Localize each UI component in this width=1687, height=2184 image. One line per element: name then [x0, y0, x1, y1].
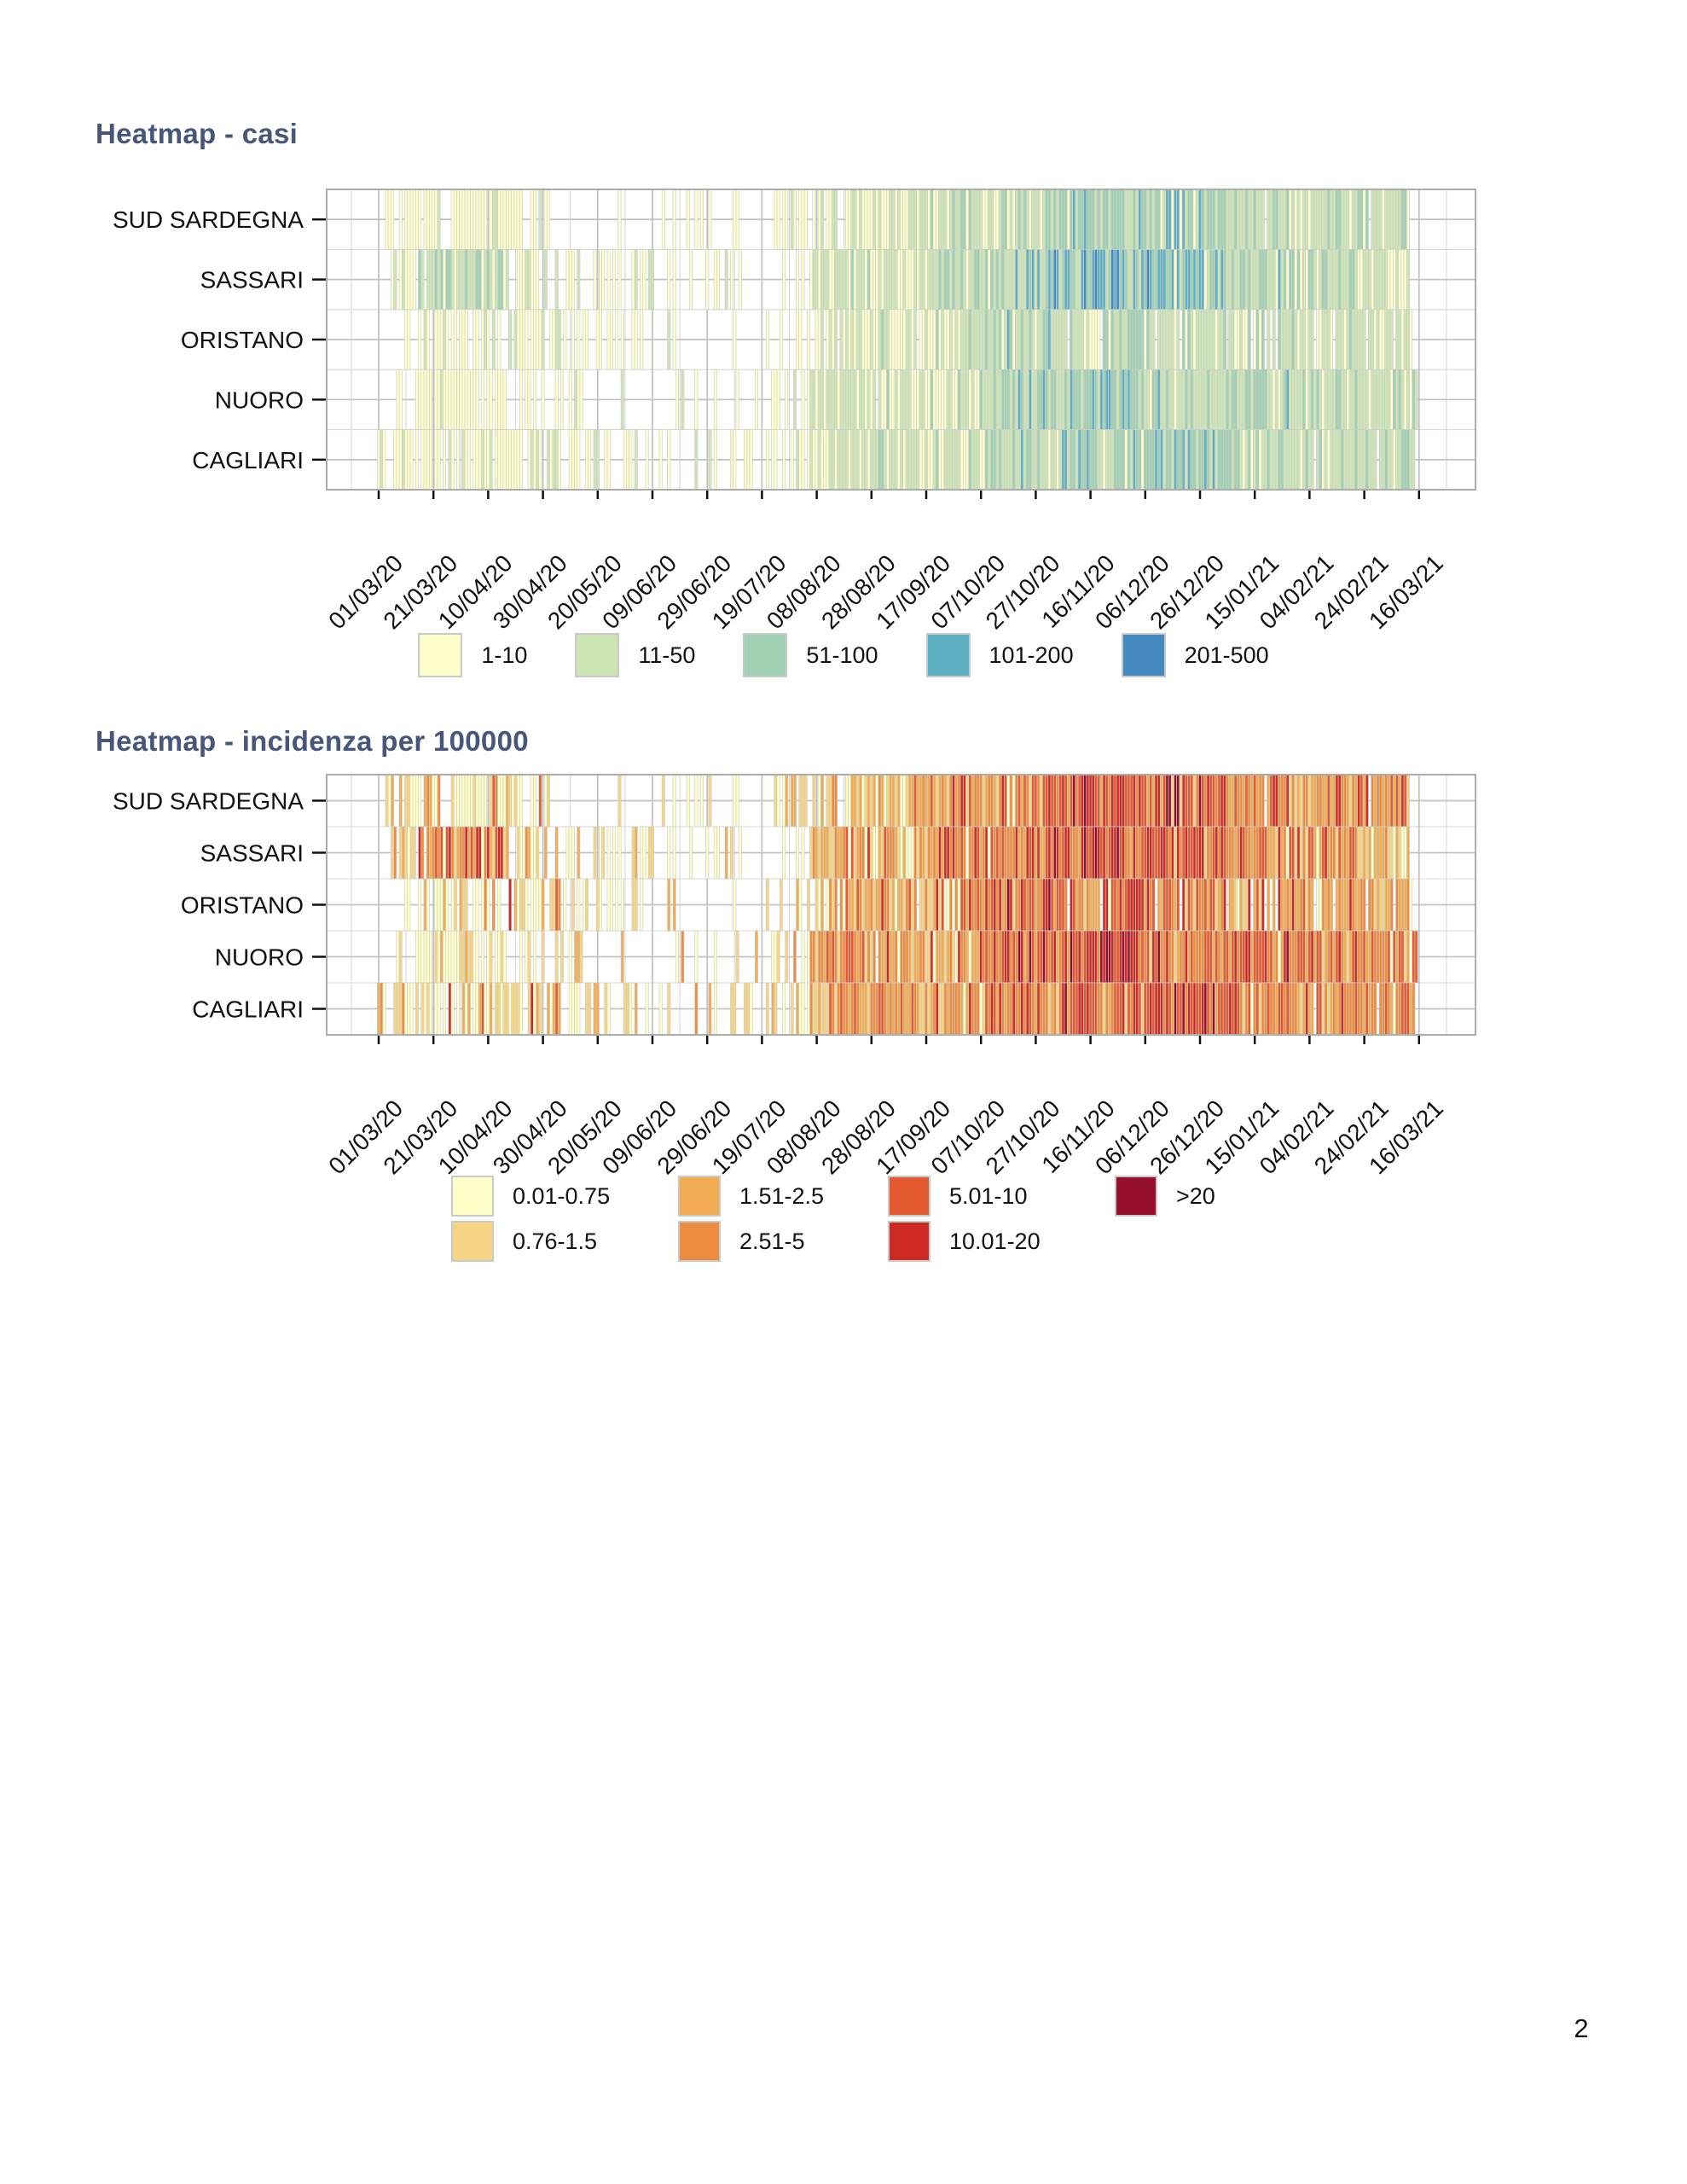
legend-label: 11-50	[638, 642, 696, 668]
chart-title-casi: Heatmap - casi	[96, 118, 299, 149]
chart-title-incidenza: Heatmap - incidenza per 100000	[96, 725, 529, 757]
legend-column: 5.01-10 10.01-20	[888, 1176, 1077, 1262]
panel-frame-1	[326, 774, 1476, 1036]
legend-swatch	[743, 633, 788, 677]
y-axis-label: ORISTANO	[181, 892, 304, 919]
legend-label: 201-500	[1184, 642, 1269, 668]
legend-column: >20	[1115, 1176, 1236, 1217]
legend-swatch	[1121, 633, 1166, 677]
y-axis-label: SUD SARDEGNA	[113, 206, 304, 233]
legend-label: 10.01-20	[949, 1228, 1041, 1254]
y-axis-label: CAGLIARI	[192, 996, 304, 1023]
legend-item: >20	[1115, 1176, 1236, 1217]
legend-swatch	[451, 1221, 494, 1262]
legend-swatch	[888, 1176, 930, 1217]
legend-item: 11-50	[575, 633, 695, 677]
legend-label: 2.51-5	[739, 1228, 805, 1254]
legend-item: 10.01-20	[888, 1221, 1077, 1262]
legend-item: 51-100	[743, 633, 878, 677]
legend-label: 0.76-1.5	[513, 1228, 598, 1254]
legend-item: 101-200	[925, 633, 1074, 677]
legend-item: 0.01-0.75	[451, 1176, 641, 1217]
legend-label: 1-10	[481, 642, 528, 668]
legend-column: 0.01-0.75 0.76-1.5	[451, 1176, 641, 1262]
page-number: 2	[1574, 2013, 1589, 2043]
legend-column: 1.51-2.5 2.51-5	[678, 1176, 850, 1262]
legend-swatch	[575, 633, 620, 677]
legend-casi: 1-10 11-50 51-100 101-200 201-500	[0, 633, 1687, 677]
legend-item: 201-500	[1121, 633, 1269, 677]
legend-item: 1.51-2.5	[678, 1176, 850, 1217]
legend-incidenza: 0.01-0.75 0.76-1.5 1.51-2.5 2.51-5 5.01-10 10…	[0, 1176, 1687, 1262]
panel-frame-0	[326, 189, 1476, 491]
legend-item: 5.01-10	[888, 1176, 1077, 1217]
legend-item: 0.76-1.5	[451, 1221, 641, 1262]
y-axis-label: SASSARI	[200, 267, 304, 293]
legend-swatch	[678, 1221, 721, 1262]
legend-swatch	[1115, 1176, 1157, 1217]
y-axis-label: SASSARI	[200, 840, 304, 867]
y-axis-label: CAGLIARI	[192, 447, 304, 473]
legend-item: 1-10	[418, 633, 527, 677]
y-axis-label: SUD SARDEGNA	[113, 788, 304, 815]
heatmap-tiles-1	[377, 774, 1418, 1036]
legend-label: 0.01-0.75	[513, 1182, 611, 1209]
heatmap-tiles-0	[377, 189, 1418, 491]
legend-label: 1.51-2.5	[739, 1182, 825, 1209]
legend-label: 51-100	[806, 642, 878, 668]
y-axis-label: NUORO	[215, 944, 304, 971]
legend-label: 101-200	[988, 642, 1074, 668]
y-axis-label: NUORO	[215, 386, 304, 413]
legend-swatch	[678, 1176, 721, 1217]
legend-label: >20	[1176, 1182, 1215, 1209]
legend-swatch	[418, 633, 463, 677]
legend-swatch	[888, 1221, 930, 1262]
legend-label: 5.01-10	[949, 1182, 1028, 1209]
legend-item: 2.51-5	[678, 1221, 850, 1262]
legend-swatch	[451, 1176, 494, 1217]
y-axis-label: ORISTANO	[181, 327, 304, 353]
legend-swatch	[925, 633, 971, 677]
